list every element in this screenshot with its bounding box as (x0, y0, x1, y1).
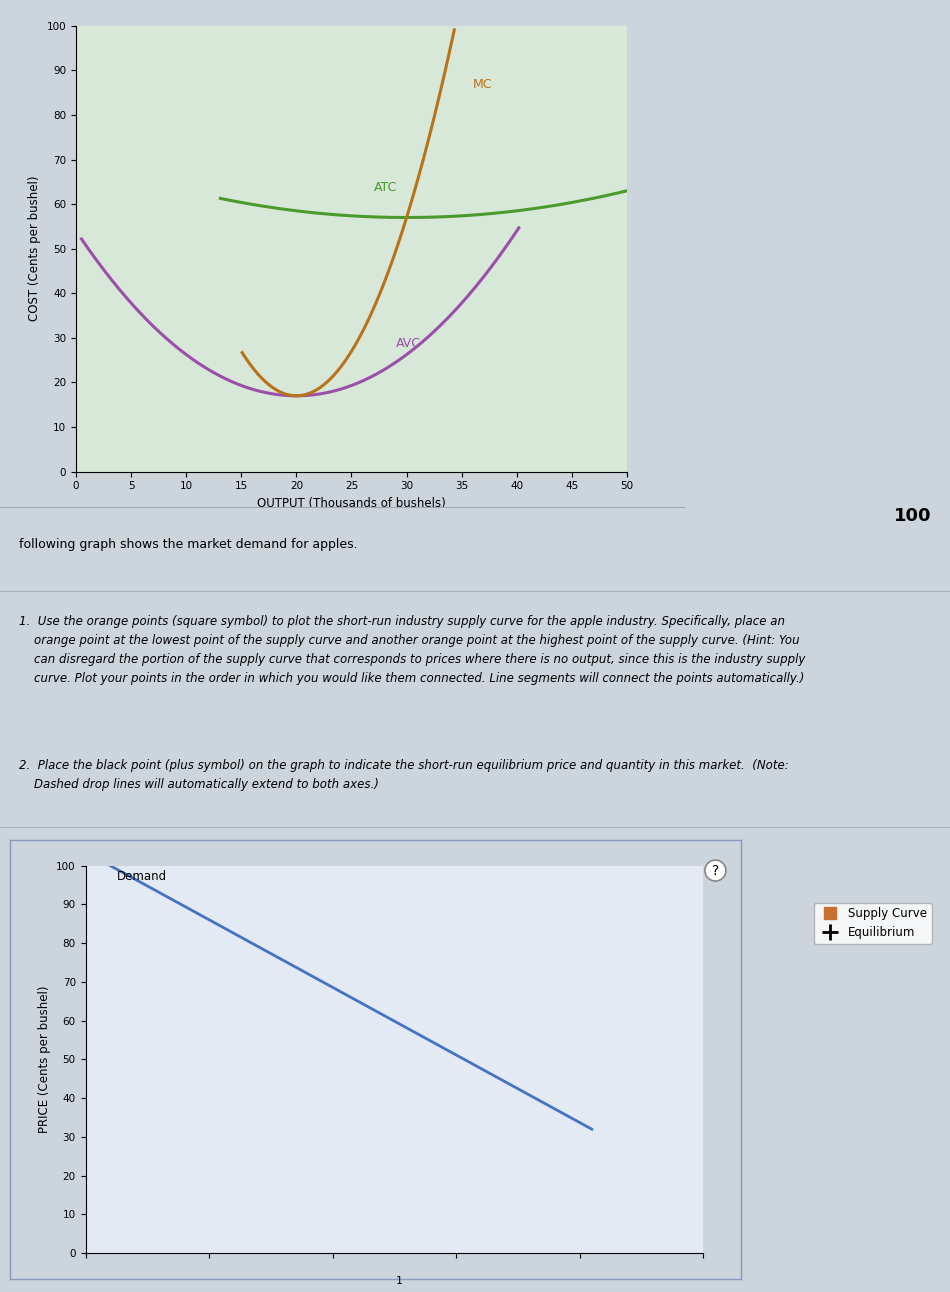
X-axis label: OUTPUT (Thousands of bushels): OUTPUT (Thousands of bushels) (257, 497, 446, 510)
Text: following graph shows the market demand for apples.: following graph shows the market demand … (19, 537, 357, 550)
Text: 100: 100 (894, 508, 931, 526)
Text: ?: ? (712, 863, 719, 877)
Text: Demand: Demand (116, 870, 166, 882)
Y-axis label: COST (Cents per bushel): COST (Cents per bushel) (28, 176, 41, 322)
Text: AVC: AVC (395, 337, 421, 350)
Text: MC: MC (473, 79, 492, 92)
Text: 2.  Place the black point (plus symbol) on the graph to indicate the short-run e: 2. Place the black point (plus symbol) o… (19, 760, 788, 792)
Text: ATC: ATC (373, 181, 397, 194)
Legend: Supply Curve, Equilibrium: Supply Curve, Equilibrium (814, 903, 932, 944)
Text: 1: 1 (395, 1275, 403, 1286)
Text: 1.  Use the orange points (square symbol) to plot the short-run industry supply : 1. Use the orange points (square symbol)… (19, 615, 806, 685)
Y-axis label: PRICE (Cents per bushel): PRICE (Cents per bushel) (38, 986, 50, 1133)
